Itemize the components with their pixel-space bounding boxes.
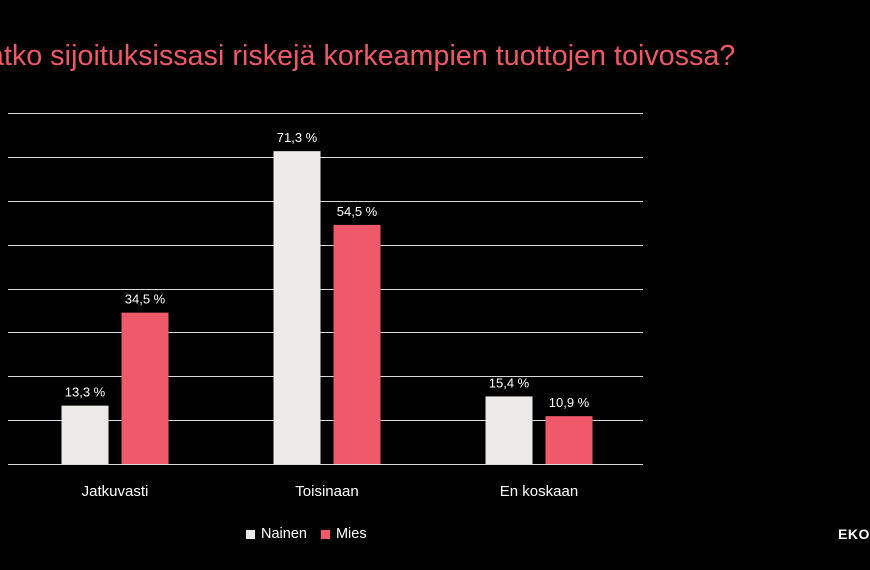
legend: Nainen Mies [246, 526, 381, 542]
x-tick-label: Toisinaan [295, 483, 358, 500]
legend-swatch-mies [320, 529, 330, 539]
chart-title: atko sijoituksissasi riskejä korkeampien… [0, 40, 736, 72]
gridlines [8, 113, 643, 465]
x-axis-tick-labels: Jatkuvasti Toisinaan En koskaan [82, 483, 579, 500]
bar-nainen-2 [485, 396, 533, 464]
brand-logo-text: EKON [838, 526, 870, 542]
data-label-mies-1: 54,5 % [337, 204, 378, 219]
bar-mies-0 [121, 312, 169, 464]
legend-label-nainen: Nainen [261, 526, 307, 542]
x-tick-label: Jatkuvasti [82, 483, 149, 500]
data-label-mies-0: 34,5 % [125, 292, 166, 307]
data-label-nainen-0: 13,3 % [65, 385, 106, 400]
bar-mies-2 [545, 416, 593, 464]
x-tick-label: En koskaan [500, 483, 578, 500]
bar-mies-1 [333, 224, 381, 464]
bar-nainen-1 [273, 151, 321, 464]
bar-nainen-0 [61, 405, 109, 464]
data-label-nainen-1: 71,3 % [277, 130, 318, 145]
legend-item-nainen: Nainen [246, 526, 307, 542]
legend-label-mies: Mies [335, 526, 367, 542]
data-labels: 13,3 % 34,5 % 71,3 % 54,5 % 15,4 % 10,9 % [65, 130, 590, 410]
legend-item-mies: Mies [320, 526, 367, 542]
legend-swatch-nainen [246, 529, 255, 539]
bars [61, 151, 593, 464]
data-label-nainen-2: 15,4 % [489, 375, 530, 390]
data-label-mies-2: 10,9 % [549, 395, 590, 410]
